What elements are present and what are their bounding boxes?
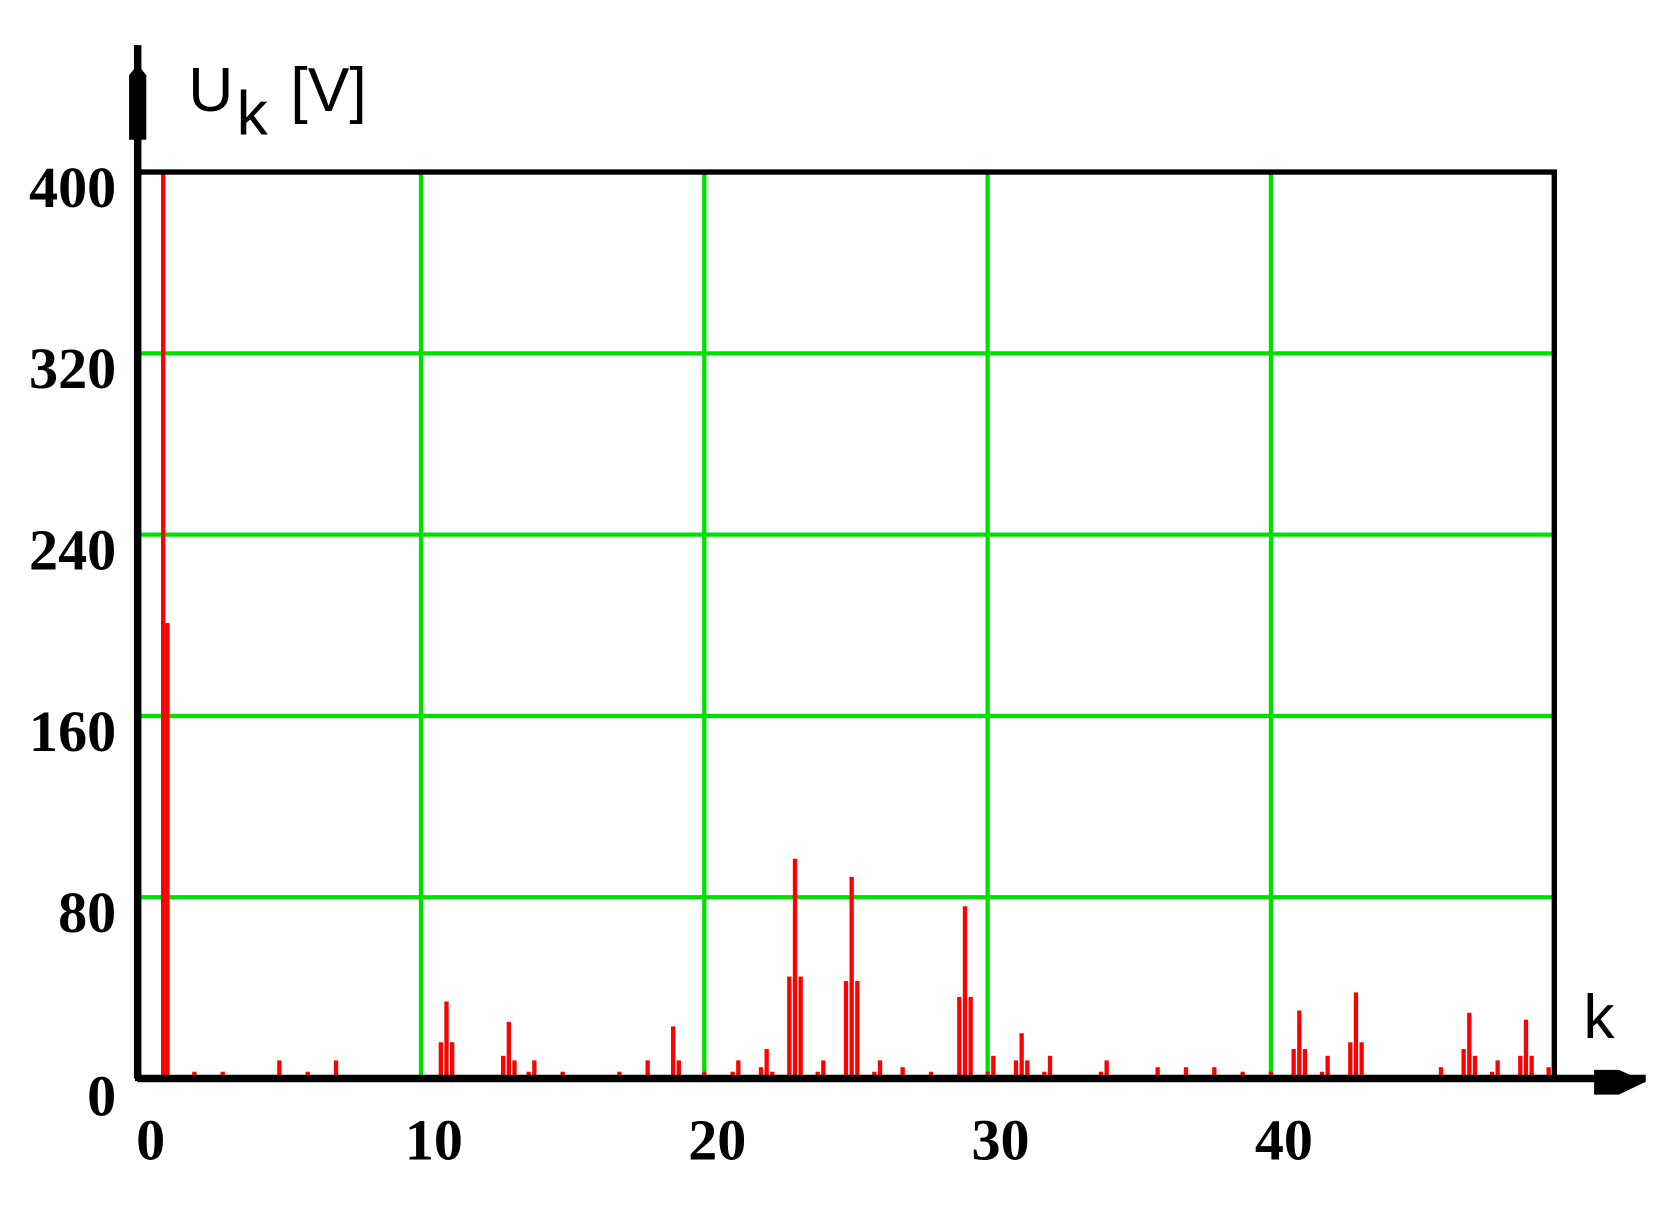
bar [1359,1042,1364,1079]
bar [962,906,968,1079]
x-tick-label: 30 [972,1108,1030,1173]
bar [161,172,166,1079]
bar [758,1067,764,1079]
y-axis-label: U [188,56,233,125]
bar [957,996,962,1079]
bar [843,981,849,1079]
bar [1212,1067,1217,1079]
x-tick-label: 20 [688,1108,746,1173]
bar [1495,1060,1500,1079]
bar [1325,1055,1330,1079]
y-tick-label: 160 [29,699,116,764]
bar [792,858,798,1079]
y-tick-label: 240 [29,517,116,582]
y-tick-label: 400 [29,155,116,220]
bar [821,1060,826,1079]
bar [671,1026,676,1079]
bar [506,1021,511,1079]
bar [444,1001,449,1079]
bar [676,1060,681,1079]
bar [277,1060,282,1079]
x-tick-label: 0 [136,1108,165,1173]
bar [645,1060,650,1079]
axes: 0 80 160 240 320 400 0 10 20 30 40 [29,45,1646,1173]
y-tick-label: 0 [87,1064,116,1129]
bar [438,1042,443,1079]
y-tick-label: 320 [29,336,116,401]
bar [1104,1060,1109,1079]
bar [512,1060,517,1079]
bar [1291,1049,1296,1079]
bar [1047,1055,1053,1079]
bar [1472,1055,1478,1079]
bar [1019,1033,1024,1079]
y-tick-label: 80 [58,880,116,945]
bar [532,1060,537,1079]
bars [161,172,1557,1079]
bar [1348,1042,1353,1079]
bar [1467,1012,1472,1079]
bar [1183,1067,1189,1079]
bar [1155,1067,1160,1079]
bar [1302,1049,1308,1079]
bar [787,976,792,1079]
bar [1518,1055,1523,1079]
y-axis-label-subscript: k [237,80,269,149]
y-axis-unit: [V] [290,56,366,125]
bar [736,1060,741,1079]
bar [798,976,803,1079]
bar [877,1060,883,1079]
y-arrow [129,64,147,140]
grid [135,169,1555,1081]
bar [900,1067,905,1079]
bar [450,1042,455,1079]
bar [1353,992,1359,1079]
x-axis-label: k [1583,983,1615,1052]
bar [1025,1060,1030,1079]
bar [1523,1019,1529,1079]
bar [501,1055,506,1079]
bar [1546,1067,1551,1079]
x-tick-label: 10 [405,1108,463,1173]
bar [991,1055,996,1079]
x-tick-label: 40 [1255,1108,1313,1173]
bar [1529,1055,1534,1079]
bar [165,623,170,1079]
bar [968,996,973,1079]
plot-frame [134,169,1557,1082]
bar [1461,1049,1466,1079]
bar [333,1060,339,1079]
x-arrow [1594,1069,1646,1095]
bar [764,1049,769,1079]
bar [855,981,860,1079]
bar [1297,1010,1302,1079]
bar [1438,1067,1444,1079]
bar [1013,1060,1019,1079]
bar [849,876,854,1079]
